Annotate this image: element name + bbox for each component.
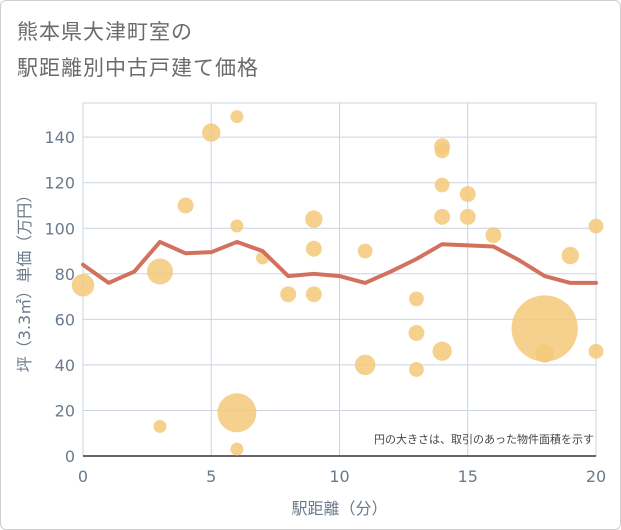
bubble-series xyxy=(71,110,604,456)
data-point xyxy=(434,143,450,159)
data-point xyxy=(146,258,173,285)
data-point xyxy=(535,344,554,363)
data-point xyxy=(434,208,451,225)
y-tick-label: 0 xyxy=(65,447,75,466)
data-point xyxy=(408,325,425,341)
y-axis-ticks: 0 20 40 60 80 100 120 140 xyxy=(44,128,75,466)
chart-title-line1: 熊本県大津町室の xyxy=(17,20,193,44)
data-point xyxy=(409,291,424,307)
y-tick-label: 80 xyxy=(55,265,75,284)
data-point xyxy=(588,343,604,359)
data-point xyxy=(305,210,323,228)
data-point xyxy=(71,273,95,297)
y-tick-label: 20 xyxy=(55,401,75,420)
trend-series xyxy=(81,239,598,285)
data-point xyxy=(153,419,167,433)
x-axis-ticks: 0 5 10 15 20 xyxy=(78,467,606,486)
data-point xyxy=(588,218,604,234)
data-point xyxy=(230,219,244,233)
data-point xyxy=(177,197,194,214)
data-point xyxy=(511,295,578,362)
grid-lines xyxy=(83,103,596,457)
data-point xyxy=(230,110,244,124)
y-tick-label: 40 xyxy=(55,356,75,375)
x-tick-label: 5 xyxy=(206,467,216,486)
y-tick-label: 120 xyxy=(44,174,75,193)
data-point xyxy=(409,362,424,377)
y-tick-label: 100 xyxy=(44,219,75,238)
x-tick-label: 0 xyxy=(78,467,88,486)
trend-line xyxy=(81,239,598,285)
data-point xyxy=(485,227,502,244)
y-tick-label: 60 xyxy=(55,310,75,329)
y-tick-label: 140 xyxy=(44,128,75,147)
size-note: 円の大きさは、取引のあった物件面積を示す xyxy=(374,432,594,446)
data-point xyxy=(561,246,580,265)
data-point xyxy=(202,123,221,142)
data-point xyxy=(217,393,257,433)
data-point xyxy=(434,177,450,193)
y-axis-label: 坪（3.3㎡）単価（万円） xyxy=(15,187,34,372)
data-point xyxy=(280,286,297,303)
data-point xyxy=(305,286,322,303)
data-point xyxy=(357,243,373,259)
data-point xyxy=(432,341,452,361)
x-tick-label: 10 xyxy=(329,467,349,486)
x-axis-label: 駅距離（分） xyxy=(291,499,387,518)
data-point xyxy=(354,354,376,376)
chart-title: 熊本県大津町室の 駅距離別中古戸建て価格 xyxy=(17,14,259,86)
chart-title-line2: 駅距離別中古戸建て価格 xyxy=(17,56,259,80)
data-point xyxy=(459,186,476,203)
data-point xyxy=(230,442,244,456)
x-tick-label: 15 xyxy=(458,467,478,486)
data-point xyxy=(459,208,476,225)
data-point xyxy=(305,240,322,257)
x-tick-label: 20 xyxy=(586,467,606,486)
